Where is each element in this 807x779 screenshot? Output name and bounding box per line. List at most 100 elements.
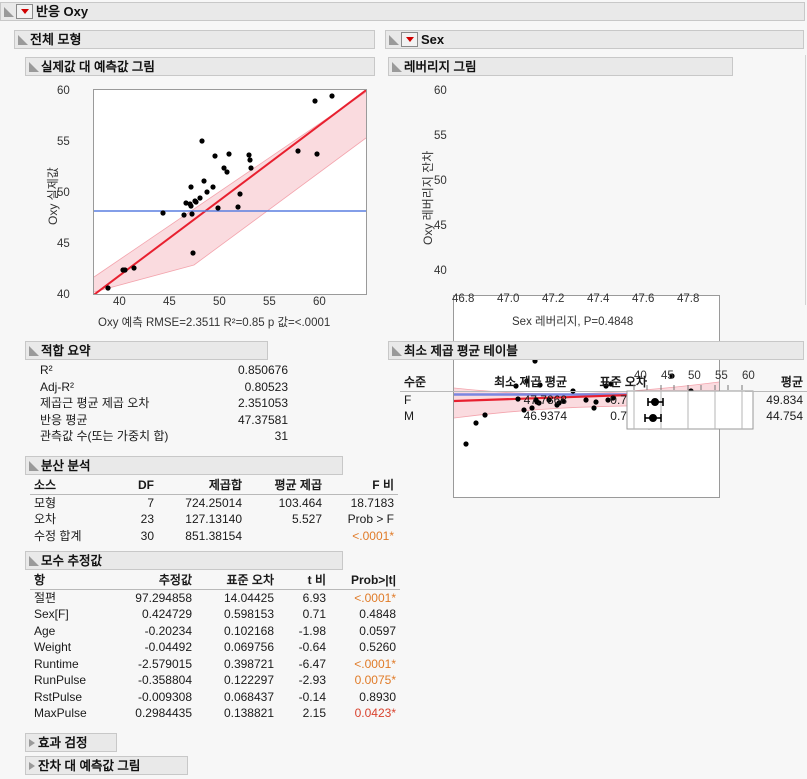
table-row: Weight -0.04492 0.069756 -0.64 0.5260 (30, 639, 400, 656)
lsmeans-table-title: 최소 제곱 평균 테이블 (404, 343, 518, 358)
cell-term: Age (34, 623, 56, 638)
lsmeans-table: 수준 최소 제곱 평균 표준 오차 F 47.7868 0.7165 M 46.… (400, 374, 651, 425)
x-tick-label: 46.8 (452, 293, 475, 305)
table-row: 오차 23 127.13140 5.527 Prob > F (30, 511, 398, 528)
cell-df: 23 (140, 512, 154, 526)
summary-of-fit-body: R² 0.850676 Adj-R² 0.80523 제곱근 평균 제곱 오차 … (36, 362, 292, 445)
disclosure-triangle-icon[interactable] (29, 460, 39, 471)
table-row: Adj-R² 0.80523 (36, 379, 292, 396)
section-header-actual-by-predicted[interactable]: 실제값 대 예측값 그림 (25, 57, 375, 76)
cell-prob: 0.5260 (359, 640, 396, 654)
cell-stderr: 0.398721 (223, 656, 274, 671)
section-header-lsmeans-table[interactable]: 최소 제곱 평균 테이블 (388, 341, 804, 360)
cell-f: 18.7183 (350, 495, 394, 510)
cell-tratio: -0.64 (298, 640, 326, 654)
cell-estimate: 0.424729 (141, 607, 192, 621)
disclosure-triangle-collapsed-icon[interactable] (29, 761, 35, 770)
cell-stderr: 0.122297 (223, 673, 274, 687)
section-header-leverage-plot[interactable]: 레버리지 그림 (388, 57, 733, 76)
anova-table: 소스 DF 제곱합 평균 제곱 F 비 모형 7 724.25014 103.4… (30, 477, 398, 544)
actual-by-predicted-title: 실제값 대 예측값 그림 (41, 59, 155, 74)
x-tick-label: 45 (163, 296, 176, 308)
table-row: 모형 7 724.25014 103.464 18.7183 (30, 494, 398, 511)
panel-divider (805, 55, 806, 305)
section-header-anova[interactable]: 분산 분석 (25, 456, 343, 475)
lsmeans-interval-plot[interactable] (626, 385, 754, 430)
disclosure-triangle-icon[interactable] (29, 555, 39, 566)
lsmeans-plot-tick-label: 40 (634, 370, 647, 382)
row-label: 관측값 수(또는 가중치 합) (40, 429, 169, 443)
cell-tratio: 6.93 (302, 590, 326, 605)
disclosure-triangle-collapsed-icon[interactable] (29, 738, 35, 747)
cell-ms: 5.527 (291, 512, 322, 526)
cell-prob: 0.4848 (359, 607, 396, 621)
y-tick-label: 60 (57, 85, 70, 97)
cell-prob-header: Prob > F (347, 512, 394, 526)
section-header-parameter-estimates[interactable]: 모수 추정값 (25, 551, 343, 570)
y-tick-label: 50 (434, 175, 447, 187)
cell-estimate: -0.04492 (144, 640, 192, 654)
x-tick-label: 47.8 (677, 293, 700, 305)
cell-term: Sex[F] (34, 607, 69, 621)
summary-of-fit-title: 적합 요약 (41, 343, 91, 358)
row-value: 2.351053 (237, 396, 288, 410)
y-tick-label: 45 (57, 238, 70, 250)
cell-term: MaxPulse (34, 706, 87, 720)
actual-by-predicted-plot[interactable] (93, 89, 367, 295)
disclosure-triangle-icon[interactable] (389, 34, 399, 45)
cell-lsmean: 47.7868 (523, 392, 567, 407)
cell-term: 절편 (34, 590, 57, 605)
section-header-effect-tests[interactable]: 효과 검정 (25, 733, 117, 752)
col-header-level: 수준 (400, 374, 463, 392)
y-tick-label: 40 (57, 289, 70, 301)
cell-ms: 103.464 (278, 495, 322, 510)
popup-menu-icon[interactable] (16, 4, 33, 19)
col-header-term: 항 (30, 572, 110, 590)
disclosure-triangle-icon[interactable] (18, 34, 28, 45)
section-header-residual-by-predicted[interactable]: 잔차 대 예측값 그림 (25, 756, 188, 775)
cell-estimate: -0.358804 (137, 673, 192, 687)
disclosure-triangle-icon[interactable] (392, 345, 402, 356)
disclosure-triangle-icon[interactable] (392, 61, 402, 72)
disclosure-triangle-icon[interactable] (29, 61, 39, 72)
anova-body: 모형 7 724.25014 103.464 18.7183 오차 23 127… (30, 494, 398, 544)
actual-by-predicted-svg (94, 90, 366, 294)
cell-df: 30 (140, 528, 154, 543)
lsmeans-mean-header-row: 평균 (745, 374, 807, 392)
table-row: M 46.9374 0.7480 (400, 408, 651, 425)
table-row: 49.834 (745, 391, 807, 408)
lsmeans-plot-tick-label: 55 (715, 370, 728, 382)
table-row: 관측값 수(또는 가중치 합) 31 (36, 428, 292, 445)
cell-term: Runtime (34, 656, 79, 671)
y-tick-label: 50 (57, 187, 70, 199)
section-header-whole-model[interactable]: 전체 모형 (14, 30, 375, 49)
table-row: Age -0.20234 0.102168 -1.98 0.0597 (30, 623, 400, 640)
table-row: Sex[F] 0.424729 0.598153 0.71 0.4848 (30, 606, 400, 623)
cell-tratio: -0.14 (298, 689, 326, 704)
cell-tratio: -1.98 (298, 623, 326, 638)
disclosure-triangle-icon[interactable] (29, 345, 39, 356)
report-header-response[interactable]: 반응 Oxy (0, 2, 805, 21)
cell-term: RunPulse (34, 673, 87, 687)
table-row: R² 0.850676 (36, 362, 292, 379)
anova-header-row: 소스 DF 제곱합 평균 제곱 F 비 (30, 477, 398, 495)
section-header-summary-of-fit[interactable]: 적합 요약 (25, 341, 268, 360)
popup-menu-icon[interactable] (401, 32, 418, 47)
lsmeans-interval-plot-svg (626, 385, 754, 430)
y-tick-label: 60 (434, 85, 447, 97)
lsmeans-plot-tick-label: 45 (661, 370, 674, 382)
section-header-sex[interactable]: Sex (385, 30, 804, 49)
cell-prob: 0.0075* (354, 673, 396, 687)
lsmeans-header-row: 수준 최소 제곱 평균 표준 오차 (400, 374, 651, 392)
table-row: 절편 97.294858 14.04425 6.93 <.0001* (30, 589, 400, 606)
lsmeans-body: F 47.7868 0.7165 M 46.9374 0.7480 (400, 391, 651, 425)
row-value: 47.37581 (237, 412, 288, 427)
leverage-plot-xlabel: Sex 레버리지, P=0.4848 (512, 316, 634, 328)
cell-source: 오차 (34, 512, 57, 526)
cell-estimate: 0.2984435 (135, 706, 192, 720)
summary-of-fit-table: R² 0.850676 Adj-R² 0.80523 제곱근 평균 제곱 오차 … (36, 362, 292, 445)
table-row: MaxPulse 0.2984435 0.138821 2.15 0.0423* (30, 705, 400, 722)
row-value: 0.850676 (237, 363, 288, 377)
cell-estimate: 97.294858 (135, 590, 192, 605)
disclosure-triangle-icon[interactable] (4, 6, 14, 17)
